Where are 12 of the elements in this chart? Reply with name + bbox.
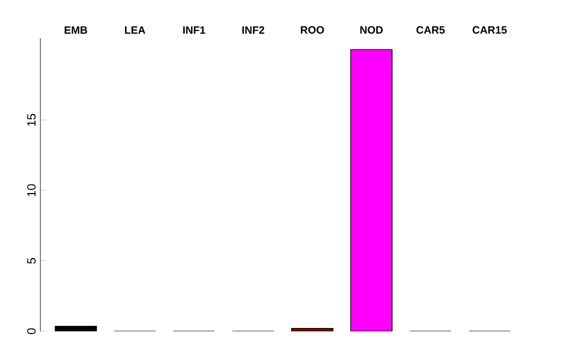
- y-tick-label: 10: [27, 184, 36, 196]
- x-tick-label: CAR5: [416, 26, 445, 34]
- x-tick-label: NOD: [360, 26, 383, 34]
- x-tick-label: INF2: [242, 26, 264, 34]
- y-tick-label: 5: [27, 258, 36, 264]
- y-tick-label: 0: [27, 328, 36, 334]
- y-tick-label: 15: [27, 114, 36, 126]
- x-tick-label: INF1: [183, 26, 206, 34]
- x-tick-label: ROO: [300, 26, 324, 34]
- x-tick-label: CAR15: [472, 26, 507, 34]
- x-tick-label: EMB: [64, 26, 88, 34]
- x-tick-label: LEA: [125, 26, 146, 34]
